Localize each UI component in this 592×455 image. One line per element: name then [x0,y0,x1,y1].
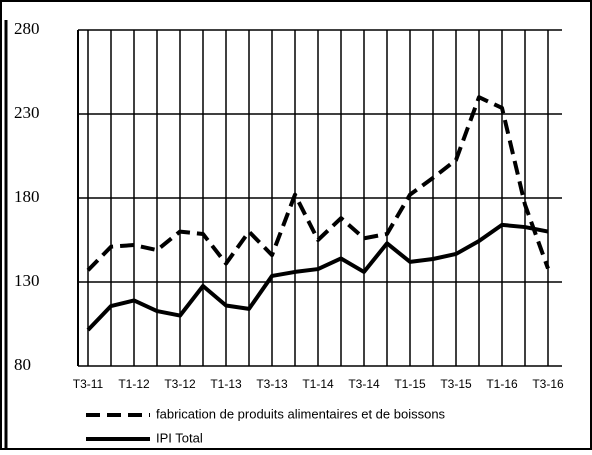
legend-label: IPI Total [156,430,203,445]
x-tick-label: T1-12 [118,377,150,391]
x-tick-label: T3-14 [348,377,380,391]
y-tick-label: 180 [14,187,40,206]
y-tick-label: 280 [14,19,40,38]
series-line [86,222,549,332]
y-tick-label: 80 [14,355,31,374]
x-tick-label: T3-11 [73,377,104,391]
x-tick-label: T1-16 [486,377,518,391]
series-line [86,95,550,272]
x-tick-label: T1-13 [210,377,242,391]
x-tick-label: T3-15 [440,377,472,391]
x-tick-label: T3-16 [532,377,564,391]
y-tick-label: 130 [14,271,40,290]
x-tick-label: T1-14 [302,377,334,391]
x-tick-label: T3-13 [256,377,288,391]
x-tick-label: T1-15 [394,377,426,391]
y-tick-label: 230 [14,103,40,122]
x-tick-label: T3-12 [164,377,196,391]
legend-label: fabrication de produits alimentaires et … [156,406,446,421]
